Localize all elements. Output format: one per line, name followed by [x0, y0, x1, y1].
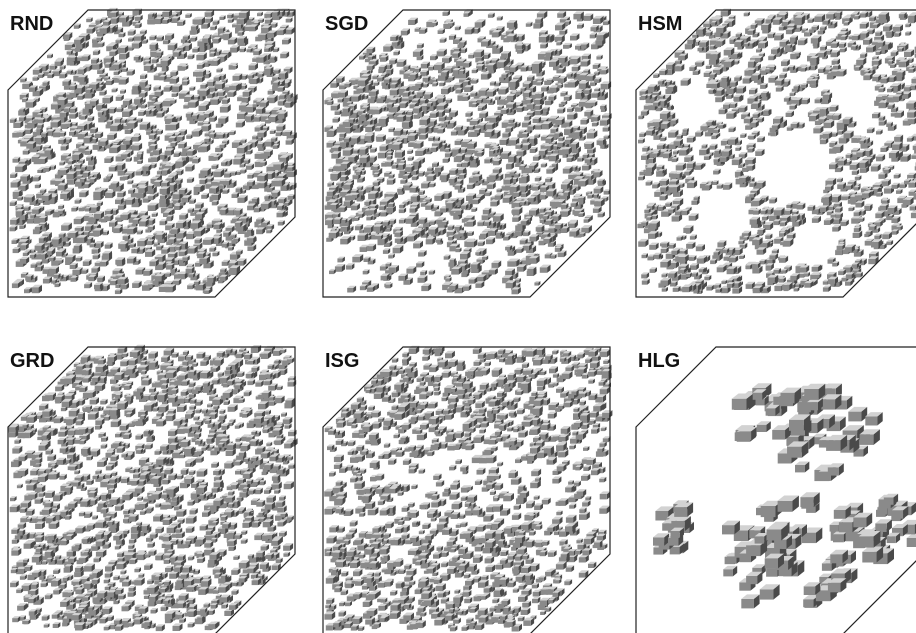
panel-label: HSM [638, 13, 682, 35]
panel-sgd: SGD [322, 9, 612, 298]
panel-rnd: RND [7, 7, 298, 298]
panel-hsm: HSM [635, 8, 916, 298]
particle-cubes [324, 9, 612, 295]
particle-cubes [637, 8, 916, 294]
panel-label: HLG [638, 350, 680, 372]
box-outline [322, 346, 611, 633]
box-outline [7, 9, 296, 298]
panel-grd: GRD [7, 344, 298, 633]
particle-cubes [9, 7, 298, 295]
particle-cubes [324, 345, 613, 632]
panel-label: ISG [325, 350, 359, 372]
panel-hlg: HLG [635, 346, 916, 633]
box-outline [635, 346, 916, 633]
panel-label: SGD [325, 13, 368, 35]
panel-isg: ISG [322, 345, 613, 633]
panel-label: RND [10, 13, 53, 35]
panel-label: GRD [10, 350, 54, 372]
box-outline [635, 9, 916, 298]
particle-cubes [8, 344, 298, 632]
box-outline [7, 346, 296, 633]
particle-cubes [653, 383, 916, 609]
box-outline [322, 9, 611, 298]
